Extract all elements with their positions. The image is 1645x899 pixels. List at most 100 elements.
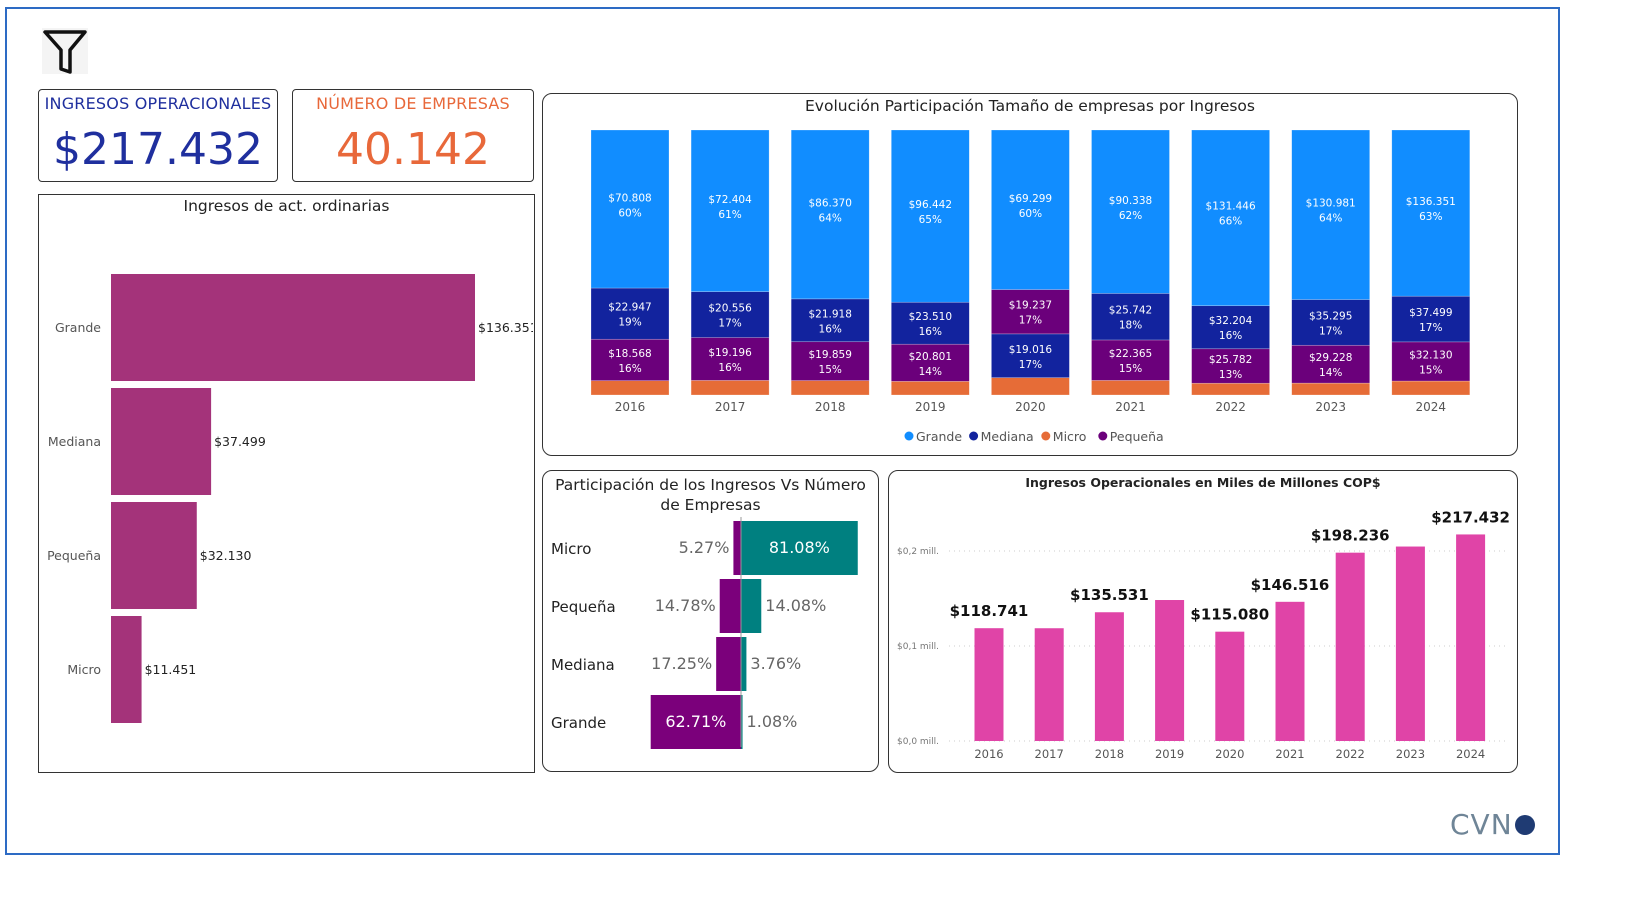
- kpi-value: 40.142: [336, 124, 490, 175]
- data-label: 3.76%: [750, 654, 801, 673]
- stack-segment-mediana: [1291, 299, 1371, 346]
- x-tick-label: 2021: [1115, 400, 1146, 414]
- bar-empresas: [741, 579, 762, 633]
- data-label: $23.510: [909, 311, 952, 323]
- legend-label: Mediana: [981, 429, 1034, 444]
- stack-segment-grande: [790, 129, 870, 300]
- data-label: $19.859: [808, 349, 851, 361]
- stack-segment-grande: [1191, 129, 1270, 307]
- data-label: $136.351: [1406, 196, 1456, 208]
- data-label: $22.365: [1109, 348, 1152, 360]
- chart-title: Ingresos Operacionales en Miles de Millo…: [1025, 475, 1381, 490]
- stack-segment-mediana: [1191, 305, 1270, 350]
- stack-segment-pequeña: [1291, 344, 1371, 384]
- kpi-card-ingresos: INGRESOS OPERACIONALES $217.432: [38, 89, 278, 182]
- kpi-label: INGRESOS OPERACIONALES: [44, 94, 272, 113]
- stack-segment-micro: [890, 381, 970, 396]
- data-label: $11.451: [145, 662, 197, 677]
- stack-segment-grande: [1391, 129, 1471, 297]
- y-tick-label: $0,2 mill.: [897, 547, 939, 557]
- stack-segment-pequeña: [690, 337, 770, 381]
- bar-ingresos: [733, 521, 741, 575]
- data-label: $29.228: [1309, 352, 1352, 364]
- stack-segment-grande: [690, 129, 770, 292]
- x-tick-label: 2016: [615, 400, 646, 414]
- category-label: Pequeña: [551, 598, 616, 616]
- data-label: 62.71%: [665, 712, 726, 731]
- data-label: $25.742: [1109, 305, 1152, 317]
- x-tick-label: 2024: [1456, 747, 1485, 761]
- bar: [111, 388, 212, 495]
- filter-button[interactable]: [42, 28, 88, 74]
- data-label: $115.080: [1190, 606, 1269, 624]
- bar-ingresos: [716, 637, 741, 691]
- data-label: $19.196: [708, 347, 752, 359]
- kpi-label: NÚMERO DE EMPRESAS: [316, 94, 510, 113]
- data-label: $32.204: [1209, 315, 1253, 327]
- data-label: $217.432: [1431, 508, 1510, 526]
- chart-title: Ingresos de act. ordinarias: [183, 197, 390, 215]
- stack-segment-grande: [1091, 129, 1170, 294]
- data-label: $69.299: [1009, 193, 1052, 205]
- percent-label: 14%: [1319, 367, 1342, 379]
- data-label: $37.499: [214, 434, 266, 449]
- bar: [1456, 534, 1486, 741]
- data-label: $86.370: [808, 197, 851, 209]
- percent-label: 15%: [819, 364, 842, 376]
- data-label: $136.351: [478, 320, 533, 335]
- data-label: $19.016: [1009, 344, 1053, 356]
- report-frame: [5, 7, 1560, 855]
- x-tick-label: 2016: [974, 747, 1003, 761]
- stack-segment-pequeña: [1091, 339, 1170, 381]
- logo-mark-icon: [1514, 815, 1535, 835]
- percent-label: 17%: [1019, 359, 1042, 371]
- category-label: Mediana: [551, 656, 615, 674]
- data-label: $22.947: [608, 302, 651, 314]
- data-label: $146.516: [1251, 576, 1330, 594]
- data-label: 14.78%: [655, 596, 716, 615]
- data-label: 5.27%: [679, 538, 730, 557]
- bar: [1275, 601, 1305, 741]
- percent-label: 13%: [1219, 369, 1242, 381]
- category-label: Grande: [551, 714, 606, 732]
- stack-segment-micro: [1191, 382, 1270, 396]
- y-tick-label: $0,0 mill.: [897, 737, 939, 747]
- data-label: 17.25%: [651, 654, 712, 673]
- stack-segment-grande: [991, 129, 1070, 290]
- stack-segment-pequeña: [1191, 348, 1270, 384]
- data-label: $18.568: [608, 348, 651, 360]
- logo-text: CVN: [1450, 808, 1513, 841]
- percent-label: 16%: [819, 323, 842, 335]
- stack-segment-pequeña: [590, 338, 670, 381]
- cvn-logo: CVN: [1450, 808, 1535, 841]
- x-tick-label: 2020: [1015, 400, 1046, 414]
- data-label: $37.499: [1409, 307, 1452, 319]
- x-tick-label: 2019: [915, 400, 946, 414]
- stack-segment-mediana: [590, 287, 670, 340]
- bar: [1094, 612, 1124, 741]
- category-label: Mediana: [48, 434, 101, 449]
- data-label: $198.236: [1311, 527, 1390, 545]
- data-label: $72.404: [708, 194, 752, 206]
- data-label: 1.08%: [747, 712, 798, 731]
- operacionales-chart: Ingresos Operacionales en Miles de Millo…: [888, 470, 1518, 773]
- data-label: 81.08%: [769, 538, 830, 557]
- stack-segment-pequeña: [790, 341, 870, 381]
- percent-label: 62%: [1119, 210, 1142, 222]
- x-tick-label: 2020: [1215, 747, 1244, 761]
- percent-label: 61%: [718, 209, 741, 221]
- stack-segment-micro: [590, 380, 670, 396]
- stack-segment-mediana: [991, 333, 1070, 378]
- stack-segment-grande: [1291, 129, 1371, 300]
- data-label: $20.801: [909, 351, 952, 363]
- percent-label: 16%: [618, 363, 641, 375]
- category-label: Pequeña: [47, 548, 101, 563]
- stack-segment-micro: [790, 380, 870, 396]
- data-label: $118.741: [950, 602, 1029, 620]
- percent-label: 64%: [1319, 213, 1342, 225]
- data-label: 14.08%: [765, 596, 826, 615]
- legend-marker: [904, 431, 914, 441]
- bar: [1155, 600, 1185, 741]
- percent-label: 17%: [1319, 325, 1342, 337]
- y-tick-label: $0,1 mill.: [897, 642, 939, 652]
